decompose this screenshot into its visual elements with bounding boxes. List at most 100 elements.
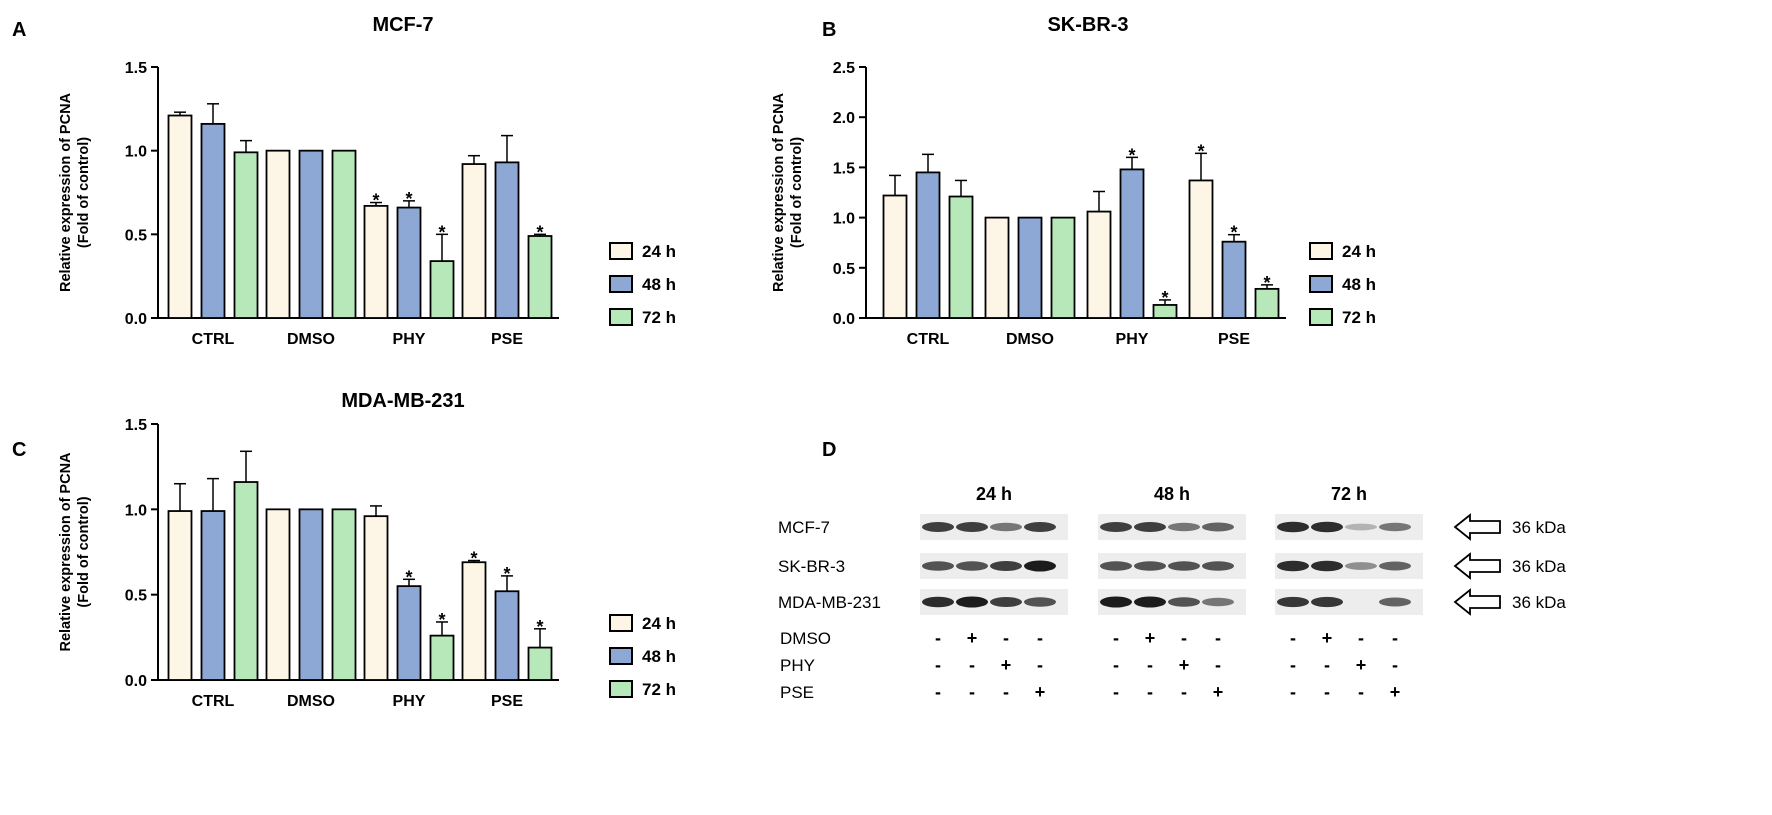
blot-time-label: 48 h xyxy=(1154,484,1190,504)
treatment-mark: - xyxy=(1003,682,1009,702)
treatment-mark: + xyxy=(967,628,978,648)
protein-band xyxy=(990,522,1022,532)
significance-mark: * xyxy=(1230,223,1237,243)
protein-band xyxy=(1168,522,1200,532)
y-tick-label: 1.5 xyxy=(125,417,147,434)
treatment-mark: - xyxy=(969,682,975,702)
y-tick-label: 2.5 xyxy=(833,60,855,77)
x-tick-label: PHY xyxy=(393,331,426,348)
bar xyxy=(1188,179,1214,319)
protein-band xyxy=(1100,522,1132,532)
significance-mark: * xyxy=(372,191,379,211)
significance-mark: * xyxy=(405,567,412,587)
protein-band xyxy=(956,596,988,608)
blot-kda-label: 36 kDa xyxy=(1512,518,1566,537)
y-axis-label: Relative expression of PCNA (Fold of cont… xyxy=(58,452,92,652)
bar xyxy=(167,510,193,681)
y-axis-label-line2: (Fold of control) xyxy=(76,496,92,607)
x-tick-label: PHY xyxy=(393,693,426,710)
treatment-mark: - xyxy=(1113,682,1119,702)
treatment-mark: - xyxy=(1290,655,1296,675)
bar xyxy=(527,646,553,681)
blot-row-label: MDA-MB-231 xyxy=(778,593,881,612)
treatment-mark: - xyxy=(1324,682,1330,702)
significance-mark: * xyxy=(1128,145,1135,165)
bar xyxy=(915,171,941,319)
blot-kda-label: 36 kDa xyxy=(1512,557,1566,576)
significance-mark: * xyxy=(438,222,445,242)
blot-row-label: MCF-7 xyxy=(778,518,830,537)
protein-band xyxy=(1202,522,1234,532)
chart-title: SK-BR-3 xyxy=(1047,14,1128,36)
y-tick-label: 2.0 xyxy=(833,110,855,127)
treatment-mark: - xyxy=(1324,655,1330,675)
bar xyxy=(429,634,455,681)
blot-panel-d: D 24 h 48 h 72 h MCF-7 36 kDa SK-BR-3 36 kDa MD… xyxy=(778,439,1566,702)
bar xyxy=(396,585,422,681)
y-tick-label: 1.5 xyxy=(833,160,855,177)
significance-mark: * xyxy=(470,549,477,569)
bar xyxy=(461,561,487,681)
treatment-mark: - xyxy=(1147,655,1153,675)
y-tick-label: 1.0 xyxy=(833,211,855,228)
legend-swatch xyxy=(609,308,633,326)
legend-label: 24 h xyxy=(642,614,676,633)
x-tick-label: PSE xyxy=(491,331,523,348)
treatment-mark: - xyxy=(1215,655,1221,675)
protein-band xyxy=(1168,561,1200,571)
protein-band xyxy=(1311,521,1343,533)
protein-band xyxy=(1134,522,1166,532)
chart-panel-b: B SK-BR-3 Relative expression of PCNA (Fol… xyxy=(771,14,1376,348)
treatment-label: PHY xyxy=(780,656,815,675)
legend-label: 72 h xyxy=(642,680,676,699)
protein-band xyxy=(956,522,988,532)
protein-band xyxy=(990,597,1022,607)
legend-swatch xyxy=(1309,308,1333,326)
significance-mark: * xyxy=(1197,141,1204,161)
bar xyxy=(1119,168,1145,319)
x-tick-label: PSE xyxy=(491,693,523,710)
significance-mark: * xyxy=(1263,273,1270,293)
panel-label-c: C xyxy=(12,439,26,461)
treatment-mark: - xyxy=(1113,655,1119,675)
bar xyxy=(948,195,974,319)
treatment-mark: - xyxy=(1392,655,1398,675)
treatment-mark: + xyxy=(1390,682,1401,702)
y-tick-label: 0.0 xyxy=(833,311,855,328)
x-tick-label: PHY xyxy=(1116,331,1149,348)
bar xyxy=(363,204,389,319)
bar xyxy=(429,260,455,319)
blot-time-label: 24 h xyxy=(976,484,1012,504)
protein-band xyxy=(1134,596,1166,608)
x-tick-label: DMSO xyxy=(287,693,335,710)
bar xyxy=(396,206,422,319)
treatment-mark: - xyxy=(935,682,941,702)
y-tick-label: 1.0 xyxy=(125,502,147,519)
y-tick-label: 1.5 xyxy=(125,60,147,77)
x-tick-label: DMSO xyxy=(287,331,335,348)
bar xyxy=(363,515,389,681)
y-tick-label: 0.0 xyxy=(125,311,147,328)
treatment-mark: - xyxy=(1113,628,1119,648)
protein-band xyxy=(1134,561,1166,571)
significance-mark: * xyxy=(503,564,510,584)
protein-band xyxy=(1311,560,1343,572)
protein-band xyxy=(1277,521,1309,533)
protein-band xyxy=(1379,522,1411,532)
treatment-mark: - xyxy=(969,655,975,675)
bar xyxy=(167,114,193,319)
bar xyxy=(984,216,1010,319)
bar xyxy=(200,122,226,319)
treatment-mark: - xyxy=(935,628,941,648)
bar xyxy=(331,508,357,681)
legend-swatch xyxy=(609,647,633,665)
bar xyxy=(1017,216,1043,319)
treatment-mark: + xyxy=(1035,682,1046,702)
y-tick-label: 0.5 xyxy=(833,261,855,278)
treatment-mark: + xyxy=(1356,655,1367,675)
chart-title: MCF-7 xyxy=(372,14,433,36)
chart-panel-a: A MCF-7 Relative expression of PCNA (Fold … xyxy=(12,14,676,348)
legend-swatch xyxy=(609,614,633,632)
treatment-mark: - xyxy=(1037,655,1043,675)
